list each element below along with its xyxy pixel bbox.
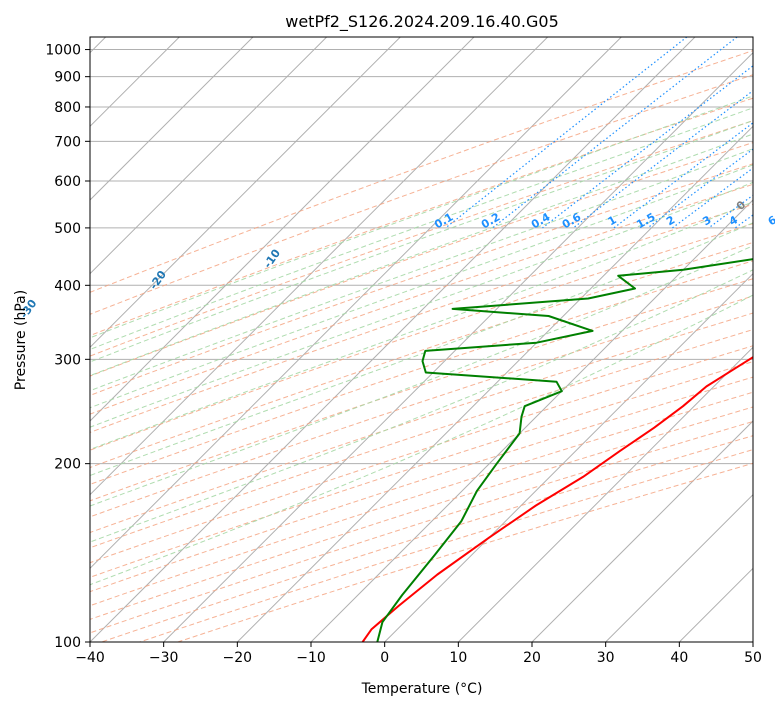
x-tick-label: 30 (597, 650, 615, 666)
moist-adiabat-line (90, 148, 753, 392)
isotherm-line (90, 37, 622, 570)
isotherm-line (531, 420, 753, 642)
isotherm-line (457, 346, 753, 642)
isotherm-line (752, 641, 753, 642)
isotherm-line (310, 199, 753, 642)
isotherm-line (90, 37, 475, 422)
isotherm-line (90, 37, 696, 642)
moist-adiabat-line (90, 222, 753, 477)
mixing-ratio-line (672, 167, 753, 229)
moist-adiabat-line (90, 133, 753, 377)
plot-frame (89, 36, 754, 643)
x-tick-label: −40 (75, 650, 105, 666)
dry-adiabat-line (90, 260, 753, 485)
mixing-ratio-line (492, 37, 738, 229)
axes: −40 −30 −20 −10 0 10 20 30 40 50 100 200 300 400 500 60… (45, 43, 762, 666)
dry-adiabat-line (90, 163, 753, 396)
grid-lines (90, 37, 753, 642)
x-tick-label: −30 (149, 650, 179, 666)
mixing-ratio-lines (445, 37, 753, 229)
mixing-ratio-line (613, 122, 753, 229)
dry-adiabat-line (90, 50, 753, 293)
y-tick-label: 500 (54, 221, 81, 237)
sounding-profiles (361, 258, 753, 642)
y-tick-label: 1000 (45, 43, 81, 59)
isotherm-line (678, 567, 753, 642)
moist-adiabat-line (90, 245, 753, 507)
y-tick-label: 100 (54, 635, 81, 651)
y-tick-label: 300 (54, 352, 81, 368)
x-tick-label: −10 (296, 650, 326, 666)
dry-adiabat-line (90, 345, 753, 564)
dry-adiabat-line (90, 361, 753, 578)
moist-adiabat-line (90, 181, 753, 428)
dry-adiabat-line (90, 142, 753, 377)
mixing-ratio-line (572, 89, 753, 229)
mixing-ratio-label: 4 (727, 213, 740, 228)
x-tick-label: −20 (223, 650, 253, 666)
x-tick-label: 10 (449, 650, 467, 666)
y-tick-label: 800 (54, 100, 81, 116)
y-tick-label: 900 (54, 70, 81, 86)
dewpoint-profile-line (376, 258, 753, 642)
guide-lines (90, 50, 753, 642)
y-tick-label: 700 (54, 134, 81, 150)
moist-adiabat-line (90, 119, 753, 363)
dry-adiabat-line (177, 462, 753, 642)
dry-adiabat-line (90, 376, 753, 593)
mixing-ratio-label: 6 (766, 213, 775, 228)
moist-adiabat-line (90, 201, 753, 451)
moist-adiabat-line (90, 269, 753, 543)
dry-adiabat-line (90, 241, 753, 469)
dry-adiabat-line (90, 391, 753, 607)
mixing-ratio-line (542, 65, 753, 229)
line-labels: 0.10.20.40.611.52346810131620253036-100-… (17, 198, 775, 321)
y-axis-label: Pressure (hPa) (13, 290, 29, 390)
moist-adiabat-line (90, 164, 753, 409)
y-tick-label: 400 (54, 278, 81, 294)
temperature-profile-line (361, 355, 753, 642)
y-tick-label: 600 (54, 174, 81, 190)
isotherm-line (236, 125, 753, 642)
dry-adiabat-line (90, 223, 753, 451)
dry-adiabat-line (90, 312, 753, 534)
isotherm-line (384, 272, 753, 642)
isotherm-line (90, 37, 401, 349)
x-tick-label: 20 (523, 650, 541, 666)
mixing-ratio-line (734, 214, 753, 229)
dry-adiabat-label: -10 (261, 247, 283, 271)
dry-adiabat-line (90, 329, 753, 549)
isotherm-line (90, 37, 328, 275)
dry-adiabat-line (90, 295, 753, 518)
moist-adiabat-line (90, 107, 753, 351)
isotherm-line (90, 37, 254, 201)
x-axis-label: Temperature (°C) (361, 681, 483, 697)
dry-adiabat-line (90, 97, 753, 337)
x-tick-label: 40 (670, 650, 688, 666)
x-tick-label: 0 (380, 650, 389, 666)
isotherm-line (90, 37, 549, 496)
chart-title: wetPf2_S126.2024.209.16.40.G05 (285, 12, 559, 32)
isotherm-line (605, 493, 753, 642)
y-tick-label: 200 (54, 457, 81, 473)
x-tick-label: 50 (744, 650, 762, 666)
isotherm-line (163, 51, 753, 642)
mixing-ratio-label: 2 (664, 213, 677, 228)
moist-adiabat-line (90, 294, 753, 586)
